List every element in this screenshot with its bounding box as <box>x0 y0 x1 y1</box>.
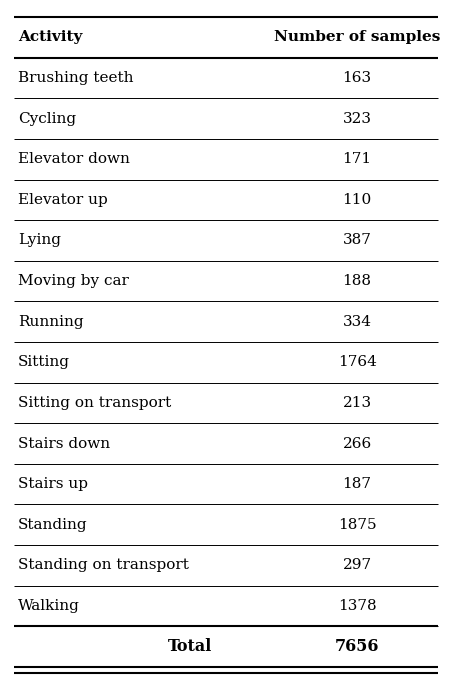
Text: Stairs up: Stairs up <box>18 477 88 491</box>
Text: Cycling: Cycling <box>18 111 76 126</box>
Text: Running: Running <box>18 315 83 329</box>
Text: 7656: 7656 <box>334 638 378 655</box>
Text: Activity: Activity <box>18 30 82 44</box>
Text: Standing on transport: Standing on transport <box>18 558 189 573</box>
Text: Standing: Standing <box>18 518 87 531</box>
Text: Stairs down: Stairs down <box>18 436 110 451</box>
Text: Sitting: Sitting <box>18 355 70 369</box>
Text: 266: 266 <box>342 436 371 451</box>
Text: 163: 163 <box>342 71 371 85</box>
Text: 187: 187 <box>342 477 371 491</box>
Text: Number of samples: Number of samples <box>273 30 439 44</box>
Text: 213: 213 <box>342 396 371 410</box>
Text: 1378: 1378 <box>337 599 376 613</box>
Text: Brushing teeth: Brushing teeth <box>18 71 133 85</box>
Text: Walking: Walking <box>18 599 80 613</box>
Text: Elevator up: Elevator up <box>18 193 108 207</box>
Text: 110: 110 <box>342 193 371 207</box>
Text: 1875: 1875 <box>337 518 376 531</box>
Text: Total: Total <box>167 638 212 655</box>
Text: 334: 334 <box>342 315 371 329</box>
Text: Sitting on transport: Sitting on transport <box>18 396 171 410</box>
Text: 387: 387 <box>342 233 371 248</box>
Text: 1764: 1764 <box>337 355 376 369</box>
Text: 323: 323 <box>342 111 371 126</box>
Text: 188: 188 <box>342 274 371 288</box>
Text: Moving by car: Moving by car <box>18 274 129 288</box>
Text: 171: 171 <box>342 153 371 166</box>
Text: 297: 297 <box>342 558 371 573</box>
Text: Lying: Lying <box>18 233 61 248</box>
Text: Elevator down: Elevator down <box>18 153 130 166</box>
